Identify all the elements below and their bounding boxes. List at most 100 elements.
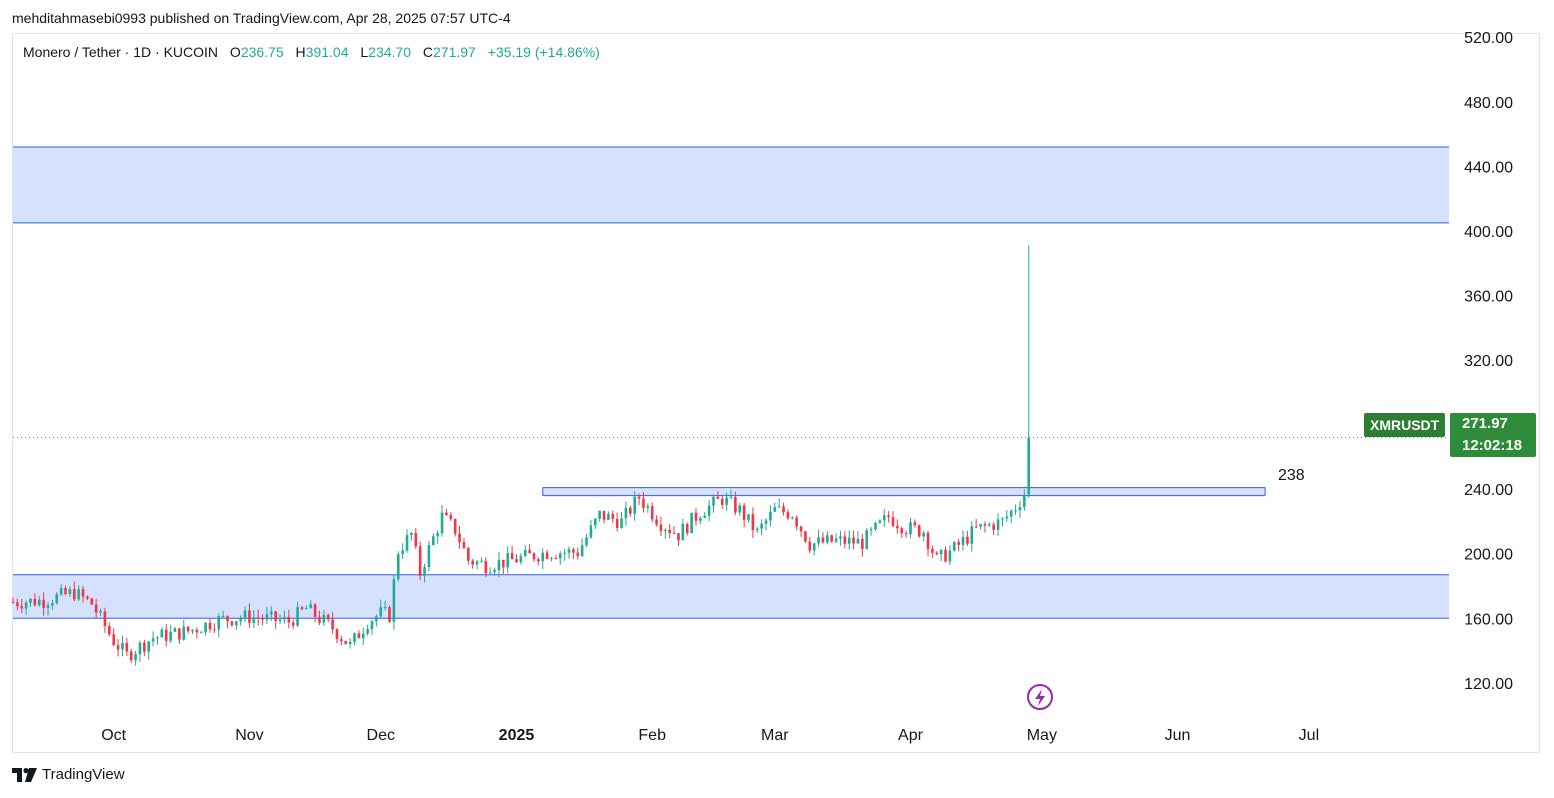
candle-body [37,599,41,606]
candle-body [830,535,833,542]
y-tick-label: 200.00 [1464,547,1513,564]
countdown-timer: 12:02:18 [1462,437,1523,454]
candle-body [81,589,85,597]
candle-body [305,608,308,610]
candle-body [151,638,155,642]
candle-body [699,517,702,521]
candle-body [747,514,750,520]
candle-body [760,523,763,529]
close-label: C [422,44,434,60]
candle-body [707,505,711,516]
candle-body [668,529,672,533]
candle-body [59,588,63,595]
brand-name: TradingView [42,766,125,783]
candle-body [213,629,216,631]
candle-body [64,588,67,595]
candle-body [1018,507,1022,511]
candle-body [322,614,326,623]
candle-body [944,549,947,562]
candle-body [16,602,19,607]
candle-body [344,640,348,645]
candle-body [1014,510,1017,512]
zone-0 [13,146,1449,223]
x-tick-label: Jun [1165,727,1191,744]
candle-body [116,645,120,650]
candle-body [270,611,273,615]
candle-body [558,553,562,559]
candle-body [90,598,94,605]
candle-body [29,598,32,603]
candle-body [427,544,431,568]
candle-body [510,553,514,560]
candle-body [291,622,295,626]
candle-body [221,615,225,617]
tradingview-footer[interactable]: TradingView [12,766,125,783]
candle-body [204,622,207,633]
candle-body [961,536,965,545]
lightning-icon[interactable] [1027,684,1053,710]
candle-body [891,517,895,526]
candle-body [226,615,229,622]
candle-body [988,524,991,526]
candle-body [948,550,952,562]
candle-body [900,528,904,534]
candle-body [865,530,869,549]
candle-body [725,497,728,505]
x-tick-label: Dec [367,727,395,744]
candle-body [1005,516,1009,519]
candle-body [672,532,676,534]
candle-body [878,520,882,523]
candle-body [335,629,339,640]
open-label: O [229,44,241,60]
candle-body [777,506,781,508]
candle-body [173,628,177,632]
candle-body [896,525,899,529]
candle-body [655,519,658,525]
candle-body [812,543,816,551]
candle-body [926,532,930,549]
candle-body [449,515,453,519]
candle-body [94,604,98,613]
high-label: H [295,44,306,60]
candle-body [804,531,807,542]
candle-body [817,537,820,544]
x-tick-label: Oct [101,727,126,744]
chart-frame[interactable] [12,33,1540,753]
candle-body [24,602,28,609]
candle-body [99,611,102,613]
x-tick-label: Apr [898,727,924,744]
candle-body [799,526,803,532]
candle-body [834,538,838,542]
candle-body [808,541,812,551]
y-axis: 520.00480.00440.00400.00360.00320.00280.… [1464,30,1513,693]
candle-body [729,496,733,498]
candle-body [348,641,352,645]
y-tick-label: 480.00 [1464,95,1513,112]
candle-body [239,618,242,622]
candle-body [230,621,234,626]
candle-body [112,634,115,646]
level-238-label: 238 [1278,467,1305,484]
y-tick-label: 360.00 [1464,288,1513,305]
candle-body [388,607,391,622]
candle-body [256,617,260,619]
close-value: 271.97 [433,44,476,60]
candle-body [572,549,575,553]
zone-1 [13,574,1449,619]
candle-body [243,610,247,619]
candle-body [611,513,615,519]
zones-layer [13,146,1449,619]
candle-body [182,626,186,640]
candle-body [379,607,383,617]
candle-body [620,518,623,528]
candle-body [471,560,474,565]
candle-body [370,621,374,630]
candle-body [563,552,566,554]
candle-body [712,496,715,506]
candle-body [677,533,680,541]
candle-body [121,643,124,650]
candle-body [742,505,746,520]
candle-body [217,616,221,630]
candle-body [970,526,974,544]
